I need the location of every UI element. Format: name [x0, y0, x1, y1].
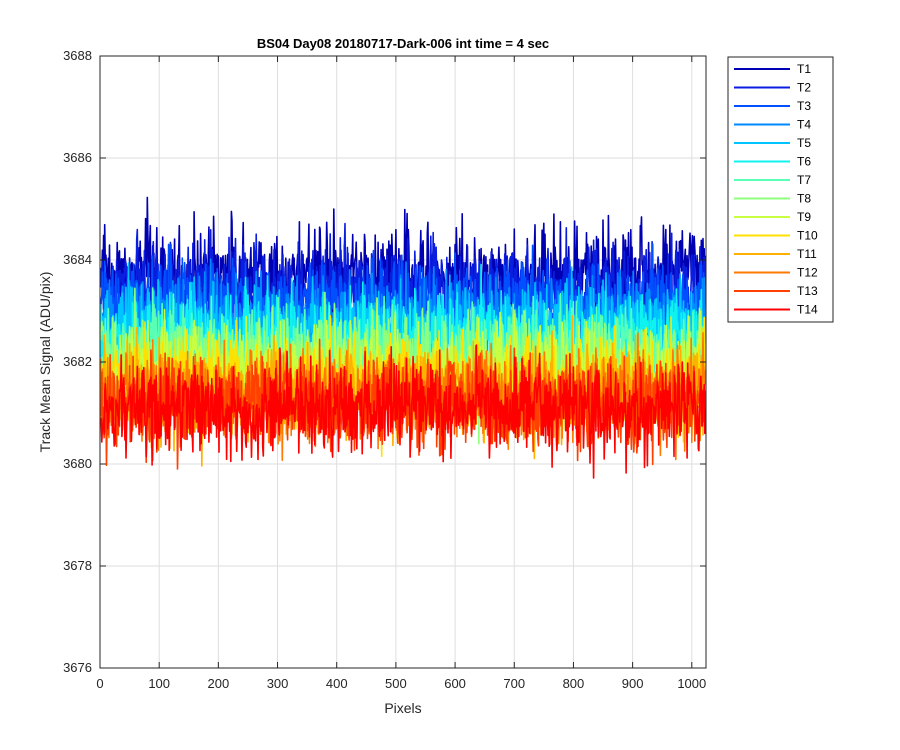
- x-tick-label: 500: [385, 676, 407, 691]
- series-line-t14: [100, 344, 706, 479]
- legend-label: T12: [797, 266, 818, 280]
- legend-label: T6: [797, 155, 811, 169]
- legend-label: T10: [797, 229, 818, 243]
- y-tick-label: 3686: [63, 150, 92, 165]
- x-tick-label: 1000: [677, 676, 706, 691]
- y-tick-label: 3678: [63, 558, 92, 573]
- y-tick-label: 3680: [63, 456, 92, 471]
- x-tick-label: 100: [148, 676, 170, 691]
- legend-label: T1: [797, 62, 811, 76]
- x-tick-label: 600: [444, 676, 466, 691]
- legend-label: T8: [797, 192, 811, 206]
- x-axis-title: Pixels: [384, 700, 421, 716]
- y-tick-label: 3688: [63, 48, 92, 63]
- legend-label: T3: [797, 99, 811, 113]
- y-axis-title: Track Mean Signal (ADU/pix): [37, 272, 53, 453]
- y-tick-label: 3682: [63, 354, 92, 369]
- legend-label: T9: [797, 210, 811, 224]
- legend-box: [727, 56, 834, 323]
- legend-label: T11: [797, 247, 817, 261]
- legend-label: T4: [797, 118, 811, 132]
- legend-label: T7: [797, 173, 811, 187]
- series-lines: [100, 196, 706, 479]
- x-tick-label: 200: [208, 676, 230, 691]
- legend-label: T5: [797, 136, 811, 150]
- legend-label: T13: [797, 284, 818, 298]
- x-tick-label: 800: [563, 676, 585, 691]
- x-tick-label: 700: [503, 676, 525, 691]
- x-tick-label: 0: [96, 676, 103, 691]
- legend-label: T2: [797, 81, 811, 95]
- chart-title: BS04 Day08 20180717-Dark-006 int time = …: [257, 36, 549, 51]
- legend-label: T14: [797, 303, 818, 317]
- x-tick-label: 400: [326, 676, 348, 691]
- x-tick-label: 900: [622, 676, 644, 691]
- x-tick-label: 300: [267, 676, 289, 691]
- y-tick-label: 3684: [63, 252, 92, 267]
- y-tick-label: 3676: [63, 660, 92, 675]
- legend: T1 T2 T3 T4 T5 T6 T7 T8 T9 T10 T11 T12 T13 T14: [727, 56, 834, 323]
- axis-ticks: 0 100 200 300 400 500 600 700 800 900 1000 3676 3678…: [63, 48, 706, 691]
